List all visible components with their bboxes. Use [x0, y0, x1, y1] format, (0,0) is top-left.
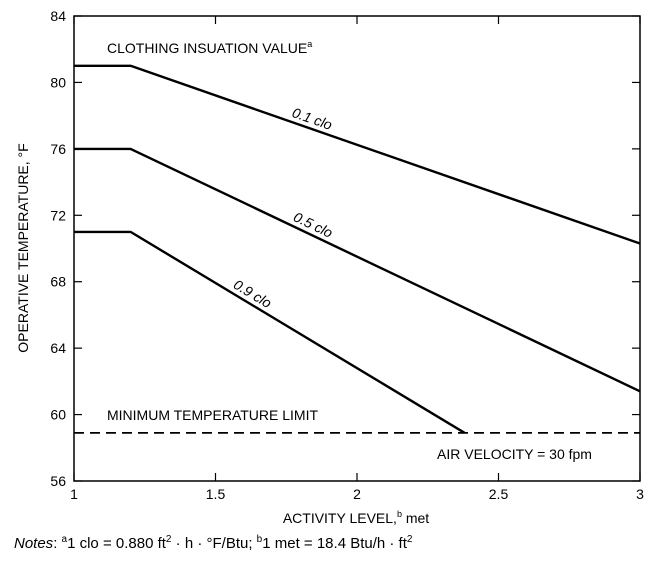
y-axis-label: OPERATIVE TEMPERATURE, °F — [15, 143, 31, 352]
plot-frame — [73, 15, 641, 482]
y-tick-label: 60 — [50, 407, 66, 423]
notes-clo-units: · h · °F/Btu; — [171, 535, 257, 552]
x-tick-label: 3 — [636, 486, 644, 502]
y-tick-label: 84 — [50, 8, 66, 24]
notes-sup-2b: 2 — [406, 534, 413, 545]
notes-clo-def: 1 clo = 0.880 ft — [67, 535, 166, 552]
y-tick-label: 56 — [50, 473, 66, 489]
notes-met-def: 1 met = 18.4 Btu/h · ft — [262, 535, 407, 552]
legend-title: CLOTHING INSUATION VALUEa — [107, 39, 312, 56]
x-axis-label: ACTIVITY LEVEL,b met — [283, 509, 429, 526]
legend-title-text: CLOTHING INSUATION VALUE — [107, 40, 307, 56]
notes: Notes: a1 clo = 0.880 ft2 · h · °F/Btu; … — [14, 534, 412, 552]
y-tick-label: 72 — [50, 207, 66, 223]
y-axis-title: OPERATIVE TEMPERATURE, °F — [15, 143, 31, 352]
notes-sup-a: a — [61, 534, 68, 545]
series-line-0-9-clo — [74, 230, 466, 434]
legend-title-sup: a — [307, 39, 312, 49]
x-axis-label-text: ACTIVITY LEVEL, — [283, 510, 397, 526]
min-temp-label: MINIMUM TEMPERATURE LIMIT — [107, 407, 318, 423]
x-tick-label: 1 — [70, 486, 78, 502]
y-tick-label: 68 — [50, 274, 66, 290]
series-line-0-1-clo — [74, 64, 641, 245]
notes-sup-b: b — [256, 534, 263, 545]
y-tick-label: 80 — [50, 74, 66, 90]
y-tick-label: 76 — [50, 141, 66, 157]
chart: OPERATIVE TEMPERATURE, °F 56 60 64 68 72 76 80… — [15, 8, 644, 526]
notes-sup-2a: 2 — [165, 534, 172, 545]
air-velocity-label: AIR VELOCITY = 30 fpm — [437, 446, 592, 462]
y-tick-label: 64 — [50, 340, 66, 356]
x-tick-label: 1.5 — [206, 486, 226, 502]
x-tick-label: 2.5 — [489, 486, 509, 502]
series-line-0-5-clo — [74, 147, 641, 393]
x-axis-label-sup: b — [397, 509, 402, 519]
x-axis-label-unit: met — [402, 510, 429, 526]
x-tick-label: 2 — [353, 486, 361, 502]
notes-label: Notes — [14, 535, 54, 552]
notes-colon: : — [53, 535, 62, 552]
tick-layer: 56 60 64 68 72 76 80 84 1 1.5 2 2.5 3 — [50, 8, 644, 502]
